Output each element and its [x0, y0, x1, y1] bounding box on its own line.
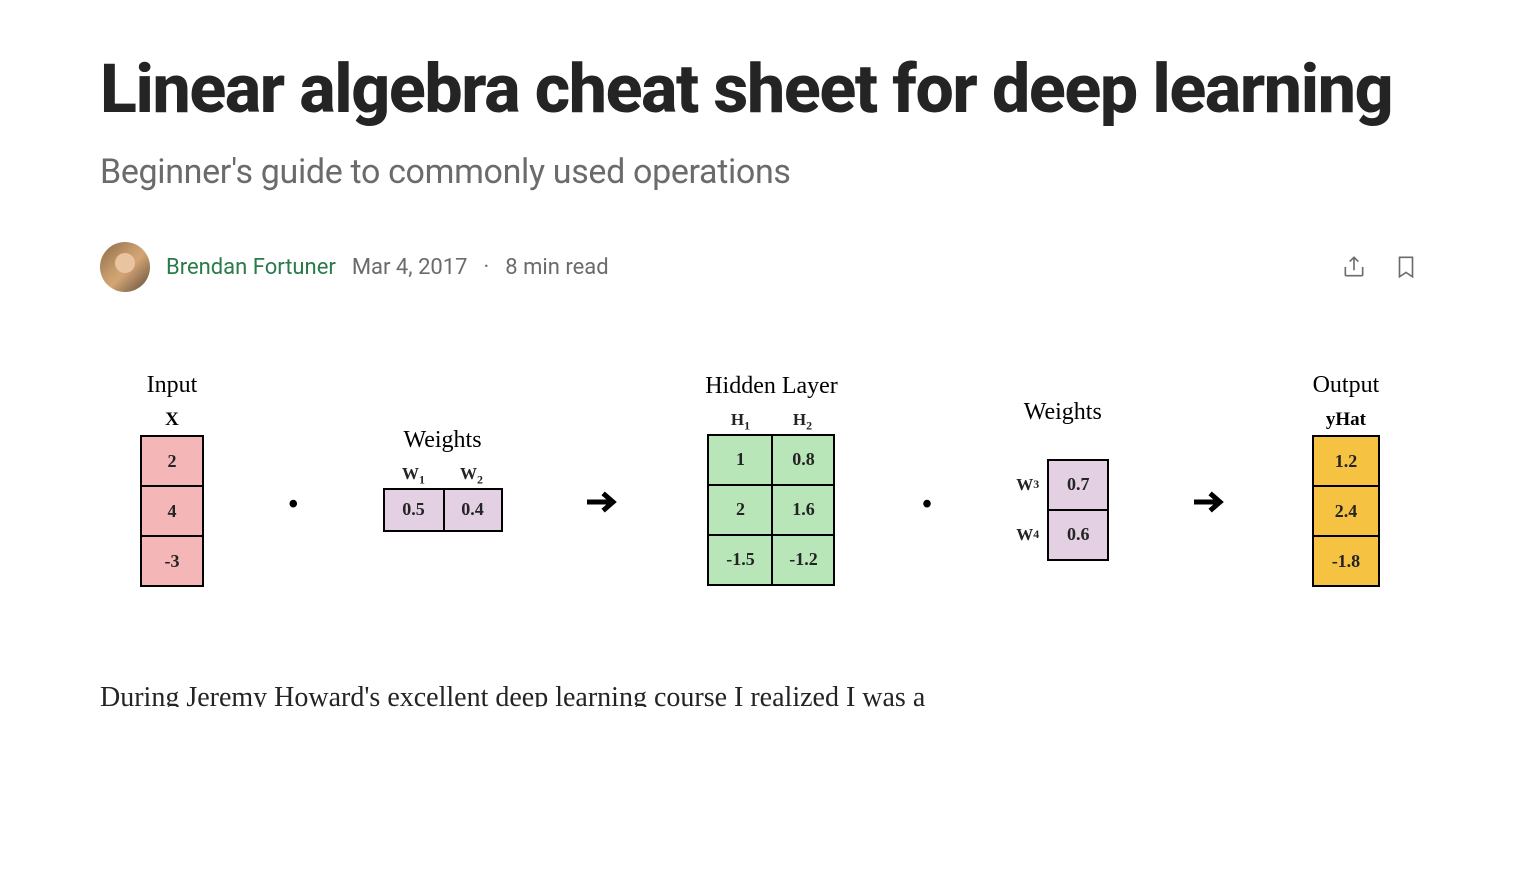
output-matrix: 1.22.4-1.8: [1312, 435, 1380, 587]
matrix-cell: 0.6: [1049, 511, 1107, 559]
output-header: yHat: [1326, 409, 1366, 431]
matrix-cell: 1: [709, 436, 771, 484]
bookmark-icon[interactable]: [1392, 253, 1420, 281]
arrow-icon: [587, 441, 621, 518]
row-label: W3: [1016, 460, 1039, 510]
matrix-cell: 1.2: [1314, 437, 1378, 485]
byline-left: Brendan Fortuner Mar 4, 2017 · 8 min rea…: [100, 242, 609, 292]
matrix-cell: -1.8: [1314, 537, 1378, 585]
column-header: H1: [709, 410, 771, 433]
weights2-row-labels: W3W4: [1016, 460, 1039, 560]
matrix-cell: 4: [142, 487, 202, 535]
matrix-cell: 0.7: [1049, 461, 1107, 509]
weights2-labeled: W3W4 0.70.6: [1016, 459, 1109, 561]
dot-operator: •: [288, 439, 298, 521]
byline-text: Brendan Fortuner Mar 4, 2017 · 8 min rea…: [166, 255, 609, 280]
column-header: H2: [771, 410, 833, 433]
output-title: Output: [1313, 372, 1380, 399]
matrix-cell: 2: [709, 486, 771, 534]
column-header: W1: [385, 464, 443, 487]
neural-network-diagram: Input X 24-3 • Weights W1W2 0.50.4 Hidde…: [100, 372, 1420, 587]
matrix-cell: -1.2: [771, 536, 833, 584]
read-time: 8 min read: [505, 255, 608, 280]
weights2-block: Weights W3W4 0.70.6: [1016, 399, 1109, 561]
weights2-matrix: 0.70.6: [1047, 459, 1109, 561]
matrix-cell: -3: [142, 537, 202, 585]
input-title: Input: [147, 372, 198, 399]
matrix-cell: 0.8: [771, 436, 833, 484]
article-subtitle: Beginner's guide to commonly used operat…: [100, 152, 1420, 192]
matrix-cell: 0.4: [443, 490, 501, 530]
output-block: Output yHat 1.22.4-1.8: [1312, 372, 1380, 587]
hidden-block: Hidden Layer H1H2 10.821.6-1.5-1.2: [705, 373, 838, 585]
article-title: Linear algebra cheat sheet for deep lear…: [100, 50, 1420, 128]
byline-actions: [1340, 253, 1420, 281]
weights1-matrix: 0.50.4: [383, 488, 503, 532]
author-link[interactable]: Brendan Fortuner: [166, 255, 336, 280]
arrow-icon: [1194, 441, 1228, 518]
hidden-title: Hidden Layer: [705, 373, 838, 400]
byline: Brendan Fortuner Mar 4, 2017 · 8 min rea…: [100, 242, 1420, 292]
matrix-cell: 2.4: [1314, 487, 1378, 535]
publish-date: Mar 4, 2017: [352, 255, 468, 280]
hidden-matrix: 10.821.6-1.5-1.2: [707, 434, 835, 586]
weights2-title: Weights: [1024, 399, 1102, 426]
separator-dot: ·: [484, 255, 490, 280]
weights1-block: Weights W1W2 0.50.4: [383, 427, 503, 531]
article-body-start: During Jeremy Howard's excellent deep le…: [100, 677, 1420, 707]
input-matrix: 24-3: [140, 435, 204, 587]
weights1-title: Weights: [403, 427, 481, 454]
column-header: W2: [443, 464, 501, 487]
matrix-cell: 1.6: [771, 486, 833, 534]
matrix-cell: -1.5: [709, 536, 771, 584]
input-block: Input X 24-3: [140, 372, 204, 587]
input-header: X: [165, 409, 179, 431]
share-icon[interactable]: [1340, 253, 1368, 281]
row-label: W4: [1016, 510, 1039, 560]
weights1-headers: W1W2: [385, 464, 501, 487]
author-avatar[interactable]: [100, 242, 150, 292]
matrix-cell: 0.5: [385, 490, 443, 530]
hidden-headers: H1H2: [709, 410, 833, 433]
matrix-cell: 2: [142, 437, 202, 485]
dot-operator: •: [922, 439, 932, 521]
